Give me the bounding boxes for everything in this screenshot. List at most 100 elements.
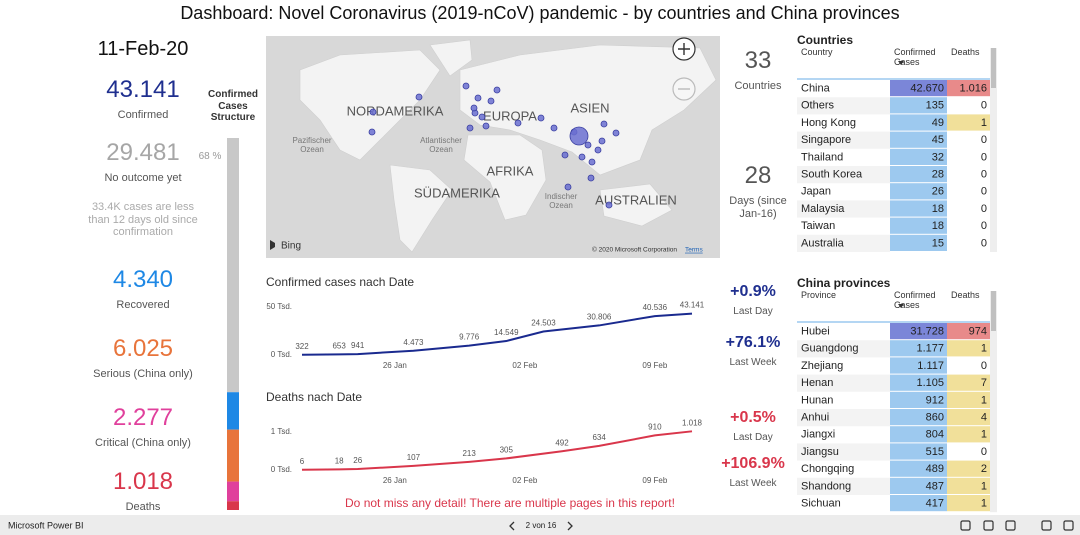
fullscreen[interactable] — [1063, 520, 1074, 531]
map-bubble — [466, 124, 474, 132]
data-label: 941 — [351, 341, 365, 350]
cell-bg — [890, 409, 947, 426]
cell-value: 0 — [981, 203, 987, 215]
kpi-label: No outcome yet — [104, 172, 182, 184]
cell-value: 515 — [926, 446, 944, 458]
row-name: Japan — [801, 186, 831, 198]
line — [301, 430, 693, 471]
footer-bar — [0, 515, 1080, 535]
cell-bg — [890, 217, 947, 234]
map-bubble — [474, 94, 482, 102]
cell-value: 1.117 — [917, 360, 944, 372]
cell-value: 45 — [932, 134, 944, 146]
sort-indicator — [898, 304, 904, 308]
growth-value: +76.1% — [725, 334, 781, 351]
share-twitter[interactable] — [983, 520, 994, 531]
map-land — [463, 134, 547, 221]
cell-value: 0 — [981, 446, 987, 458]
note: 33.4K cases are less than 12 days old si… — [88, 201, 198, 239]
row-band — [797, 234, 890, 252]
cell-value: 42.670 — [910, 83, 944, 95]
cell-value: 18 — [932, 203, 944, 215]
x-tick-label: 02 Feb — [512, 476, 537, 485]
data-label: 653 — [332, 341, 346, 350]
map-bubble — [612, 129, 620, 137]
stat-label: Days (since Jan-16) — [729, 195, 787, 220]
map-land — [429, 39, 473, 77]
cell-bg — [890, 340, 947, 357]
cell-value: 0 — [981, 360, 987, 372]
cell-value: 0 — [981, 237, 987, 249]
app-name: Microsoft Power BI — [8, 520, 84, 530]
cell-bg — [947, 80, 990, 97]
cell-value: 49 — [932, 117, 944, 129]
cell-value: 0 — [981, 220, 987, 232]
share[interactable] — [1041, 520, 1052, 531]
structure-segment — [227, 392, 239, 430]
data-label: 6 — [300, 457, 305, 466]
cell-value: 1 — [981, 394, 987, 406]
row-name: Hunan — [801, 394, 833, 406]
y-tick-label: 0 Tsd. — [271, 350, 292, 359]
data-label: 305 — [500, 446, 514, 455]
scrollbar — [990, 48, 997, 252]
map-region-label: ASIEN — [570, 100, 609, 115]
report-date: 11-Feb-20 — [97, 38, 189, 60]
share-linkedin[interactable] — [960, 520, 971, 531]
column-header: Confirmed Cases — [894, 47, 936, 68]
cell-value: 1 — [981, 480, 987, 492]
map-bubble — [594, 146, 602, 154]
map-bubble — [605, 201, 613, 209]
cell-value: 1 — [981, 429, 987, 441]
cell-value: 18 — [932, 220, 944, 232]
kpi-value: 4.340 — [112, 266, 174, 293]
row-name: Hubei — [801, 326, 830, 338]
cell-bg — [890, 495, 947, 512]
map-bubble — [493, 86, 501, 94]
cell-bg — [947, 409, 990, 426]
x-tick-label: 02 Feb — [512, 361, 537, 370]
row-band — [797, 131, 890, 149]
share-facebook[interactable] — [1005, 520, 1016, 531]
row-name: Hong Kong — [801, 117, 856, 129]
map-bubble — [368, 128, 376, 136]
row-band — [797, 97, 890, 115]
x-tick-label: 09 Feb — [642, 361, 667, 370]
row-name: Sichuan — [801, 498, 841, 510]
map-bubble — [578, 153, 586, 161]
map-bubble — [588, 158, 596, 166]
column-header: Deaths — [951, 47, 980, 57]
kpi-label: Recovered — [116, 299, 170, 311]
growth-label: Last Week — [729, 478, 777, 489]
structure-segment — [227, 429, 239, 482]
growth-label: Last Week — [729, 357, 777, 368]
next-page[interactable] — [567, 521, 573, 531]
map-land — [459, 44, 717, 176]
cell-bg — [890, 426, 947, 443]
row-name: Australia — [801, 237, 845, 249]
map-provider: Bing — [281, 241, 301, 252]
cell-value: 0 — [981, 134, 987, 146]
prev-page[interactable] — [509, 521, 515, 531]
kpi-label: Critical (China only) — [95, 437, 191, 449]
structure-title: Confirmed Cases Structure — [208, 89, 258, 123]
data-label: 9.776 — [459, 333, 480, 342]
chart-title: Confirmed cases nach Date — [266, 275, 415, 289]
map-terms[interactable]: Terms — [685, 247, 703, 254]
x-tick-label: 09 Feb — [642, 476, 667, 485]
map-region-label: SÜDAMERIKA — [414, 185, 500, 200]
cell-bg — [890, 200, 947, 217]
cell-value: 15 — [932, 237, 944, 249]
kpi-label: Confirmed — [117, 109, 169, 121]
map-bubble — [487, 97, 495, 105]
cell-bg — [890, 97, 947, 114]
data-label: 43.141 — [680, 301, 705, 310]
row-name: China — [801, 83, 831, 95]
cell-bg — [947, 234, 990, 251]
map-bubble — [482, 122, 490, 130]
row-name: Chongqing — [801, 463, 854, 475]
row-name: Henan — [801, 377, 833, 389]
x-tick-label: 26 Jan — [383, 476, 407, 485]
cell-bg — [947, 166, 990, 183]
line — [301, 312, 693, 356]
